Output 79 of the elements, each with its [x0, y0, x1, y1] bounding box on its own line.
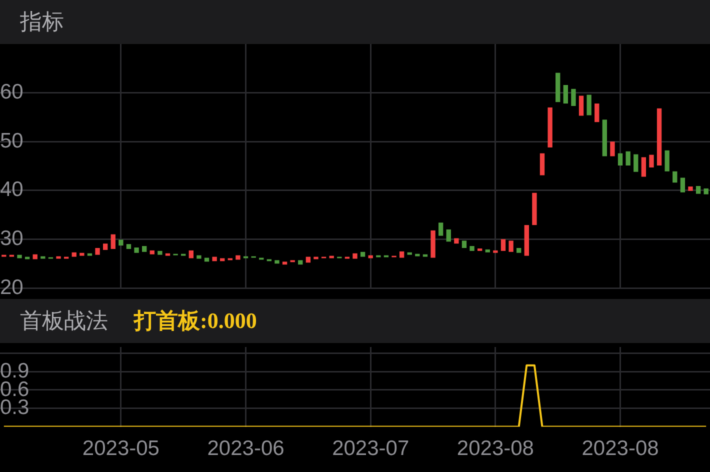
- candlestick: [352, 253, 358, 259]
- candlestick: [438, 222, 444, 236]
- candlestick: [80, 252, 84, 256]
- candlestick: [360, 252, 366, 257]
- candlestick: [298, 260, 303, 265]
- y-tick-label: 40: [0, 178, 24, 202]
- candlestick: [462, 240, 467, 248]
- text: 打首板:0.000: [134, 307, 257, 335]
- candlestick: [212, 256, 217, 262]
- candlestick: [516, 248, 522, 253]
- candlestick: [446, 229, 451, 242]
- candlestick: [493, 250, 498, 253]
- candlestick: [649, 154, 654, 168]
- candlestick: [626, 151, 630, 166]
- y-tick-label: 50: [0, 129, 24, 152]
- candlestick: [586, 94, 592, 116]
- candlestick: [578, 96, 584, 116]
- y-tick-label: 30: [0, 226, 24, 250]
- candlestick: [508, 240, 514, 252]
- y-tick-label: 20: [0, 276, 24, 299]
- x-tick-label: 2023-08: [456, 437, 534, 460]
- candlestick: [485, 249, 490, 252]
- candlestick: [524, 225, 529, 256]
- candlestick: [556, 72, 560, 102]
- candlestick: [188, 250, 194, 258]
- candlestick: [680, 178, 686, 192]
- candlestick: [672, 171, 678, 183]
- candlestick: [87, 253, 92, 256]
- candlestick: [399, 251, 404, 258]
- y-tick-label: 60: [0, 80, 24, 104]
- candlestick: [477, 248, 482, 251]
- candlestick: [454, 238, 459, 244]
- candlestick: [602, 120, 608, 156]
- candlestick: [150, 250, 154, 254]
- candlestick: [72, 252, 76, 257]
- candlestick: [688, 186, 693, 191]
- candlestick: [618, 153, 623, 166]
- x-tick-label: 2023-08: [582, 437, 659, 460]
- candlestick: [118, 240, 124, 246]
- chart-title: 指标: [20, 8, 64, 36]
- candlestick: [134, 247, 139, 253]
- candlestick: [656, 108, 662, 166]
- candlestick: [470, 246, 474, 251]
- x-tick-label: 2023-07: [332, 437, 410, 460]
- chart-title: 首板战法: [20, 307, 108, 335]
- candlestick: [540, 153, 545, 176]
- candlestick: [306, 256, 311, 263]
- candlestick: [282, 262, 288, 265]
- candlestick: [548, 107, 552, 148]
- candlestick: [126, 244, 132, 249]
- candlestick: [165, 253, 170, 256]
- candlestick: [220, 258, 225, 262]
- candlestick: [95, 248, 100, 255]
- candlestick: [594, 104, 600, 122]
- candlestick: [196, 255, 202, 259]
- candlestick: [634, 154, 638, 172]
- x-tick-label: 2023-06: [207, 437, 284, 460]
- candlestick: [571, 88, 576, 106]
- candlestick: [563, 84, 568, 104]
- candlestick: [407, 252, 412, 255]
- candlestick: [415, 254, 420, 256]
- candlestick: [641, 157, 646, 177]
- x-tick-label: 2023-05: [82, 437, 160, 460]
- candlestick: [17, 254, 22, 258]
- candlestick: [204, 258, 210, 262]
- candlestick: [610, 142, 615, 156]
- candlestick: [236, 255, 240, 260]
- candlestick: [158, 250, 162, 255]
- candlestick: [274, 260, 280, 264]
- candlestick: [664, 150, 670, 172]
- candlestick: [142, 246, 147, 252]
- candlestick: [704, 188, 708, 194]
- candlestick: [696, 186, 701, 194]
- candlestick: [500, 239, 506, 251]
- candlestick: [110, 234, 116, 249]
- candlestick: [422, 254, 428, 257]
- candlestick: [102, 244, 108, 250]
- candlestick: [532, 192, 537, 226]
- candlestick: [430, 230, 436, 258]
